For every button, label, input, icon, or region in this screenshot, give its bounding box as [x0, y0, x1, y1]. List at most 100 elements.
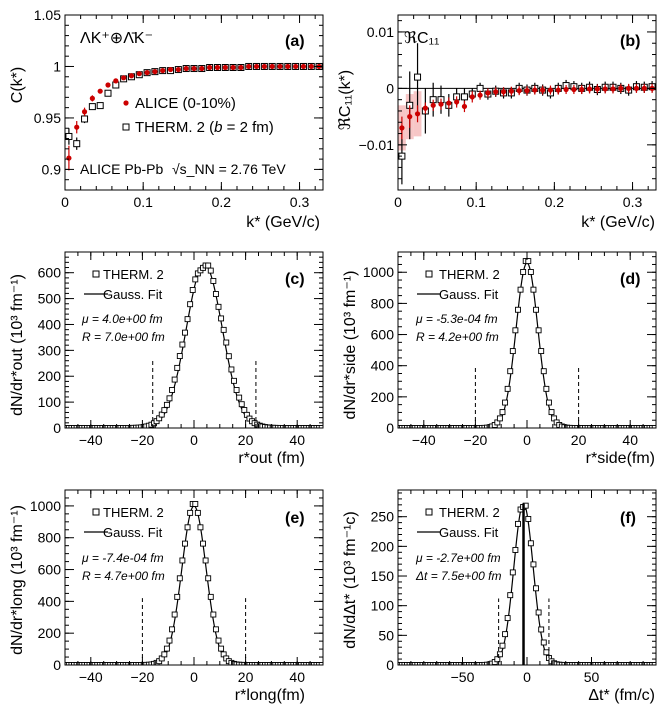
x-tick-label: 20 — [238, 432, 254, 448]
data-point-alice — [269, 63, 275, 70]
panel-c-param-mu: μ = 4.0e+00 fm — [81, 312, 163, 326]
panel-a-title: ΛK⁺⊕Λ̄K⁻ — [80, 30, 153, 47]
panel-c-legend-1: THERM. 2 — [103, 267, 164, 282]
data-point-therm — [81, 115, 89, 123]
panel-f-xlabel: Δt* (fm/c) — [588, 687, 655, 704]
therm-data-point — [223, 339, 230, 346]
x-tick-label: 0.1 — [466, 194, 486, 210]
therm-data-point — [197, 524, 204, 531]
y-tick-label: 800 — [371, 295, 395, 311]
y-tick-label: 500 — [38, 291, 62, 307]
therm-data-point — [499, 409, 506, 416]
data-point-alice — [253, 63, 260, 70]
x-tick-label: −40 — [79, 432, 103, 448]
data-point-therm — [460, 93, 468, 101]
data-point-therm — [414, 73, 422, 81]
therm-data-point — [238, 401, 245, 408]
y-tick-label: 600 — [38, 562, 62, 578]
x-tick-label: 0.2 — [212, 194, 232, 210]
y-tick-label: 0 — [53, 420, 61, 436]
x-tick-label: 40 — [289, 669, 305, 685]
panel-a-xlabel: k* (GeV/c) — [246, 214, 320, 231]
therm-data-point — [241, 407, 248, 413]
data-point-alice — [207, 64, 213, 71]
therm-data-point — [179, 341, 186, 348]
data-point-alice — [493, 89, 499, 95]
x-tick-label: 0.1 — [133, 194, 153, 210]
therm-data-point — [218, 645, 225, 652]
panel-b: 0 0.1 0.2 0.3 −0.01 0 0.01 — [359, 14, 657, 210]
therm-data-point — [530, 561, 537, 568]
panel-e-param-mu: μ = -7.4e-04 fm — [81, 551, 164, 565]
plot-area — [398, 43, 656, 185]
panel-e-label: (e) — [285, 510, 305, 527]
panel-f-param-mu: μ = -2.7e+00 fm — [415, 551, 501, 565]
panel-a-legend-1: ALICE (0-10%) — [135, 95, 236, 112]
data-point-alice — [175, 66, 181, 73]
data-point-alice — [277, 63, 283, 70]
therm-data-point — [189, 287, 196, 293]
therm-data-point — [651, 662, 656, 665]
panel-d-legend-1: THERM. 2 — [439, 267, 500, 282]
data-point-alice — [633, 85, 640, 91]
therm-data-point — [533, 306, 539, 313]
therm-data-point — [543, 385, 550, 392]
x-tick-label: −20 — [131, 669, 155, 685]
panel-d-param-mu: μ = -5.3e-04 fm — [415, 312, 498, 326]
panel-f-label: (f) — [620, 510, 636, 527]
data-point-alice — [183, 65, 189, 72]
gauss-fit-curve — [398, 502, 656, 665]
therm-data-point — [161, 651, 168, 658]
therm-data-point — [507, 368, 514, 375]
data-point-therm — [104, 89, 112, 97]
y-tick-label: −0.01 — [359, 137, 395, 153]
data-point-alice — [454, 99, 460, 105]
therm-data-point — [176, 575, 183, 582]
therm-data-point — [502, 399, 509, 406]
y-tick-label: 300 — [38, 342, 62, 358]
therm-data-point — [545, 399, 552, 406]
panel-f-legend-1: THERM. 2 — [439, 505, 500, 520]
y-tick-label: 1000 — [30, 498, 61, 514]
therm-data-point — [533, 585, 539, 592]
panel-e-xlabel: r*long(fm) — [235, 687, 305, 704]
x-tick-label: 0.2 — [545, 194, 565, 210]
data-point-therm — [96, 102, 104, 110]
plot-area — [398, 258, 656, 428]
data-point-alice — [191, 65, 197, 72]
data-point-alice — [407, 114, 413, 120]
therm-data-point — [179, 557, 186, 564]
x-tick-label: 0 — [523, 669, 531, 685]
panel-e-legend-1: THERM. 2 — [103, 505, 164, 520]
panel-d-ylabel: dN/dr*side (10³ fm⁻¹) — [342, 271, 359, 420]
therm-data-point — [184, 316, 191, 323]
panel-a-legend-2: THERM. 2 (b = 2 fm) — [135, 119, 274, 136]
data-point-alice — [586, 86, 593, 92]
data-point-alice — [438, 101, 444, 107]
data-point-alice — [128, 73, 135, 79]
y-tick-label: 50 — [378, 627, 394, 643]
panel-d-label: (d) — [620, 271, 640, 288]
therm-data-point — [496, 651, 503, 658]
data-point-alice — [547, 87, 554, 93]
therm-data-point — [228, 366, 235, 373]
therm-data-point — [210, 611, 217, 618]
therm-data-point — [548, 409, 555, 416]
y-tick-label: 0 — [386, 657, 394, 673]
data-point-therm — [476, 84, 484, 92]
therm-data-point — [530, 286, 537, 293]
therm-data-point — [166, 637, 173, 644]
data-point-alice — [602, 86, 608, 92]
therm-data-point — [205, 262, 212, 269]
therm-data-point — [205, 575, 212, 582]
therm-data-point — [509, 348, 516, 355]
panel-a-ylabel: C(k*) — [9, 67, 26, 103]
x-tick-label: 0 — [190, 669, 198, 685]
x-tick-label: −50 — [451, 669, 475, 685]
plot-area — [65, 500, 323, 665]
y-tick-label: 600 — [38, 265, 62, 281]
data-point-alice — [594, 86, 600, 92]
therm-data-point — [215, 303, 222, 310]
data-point-alice — [199, 65, 205, 72]
